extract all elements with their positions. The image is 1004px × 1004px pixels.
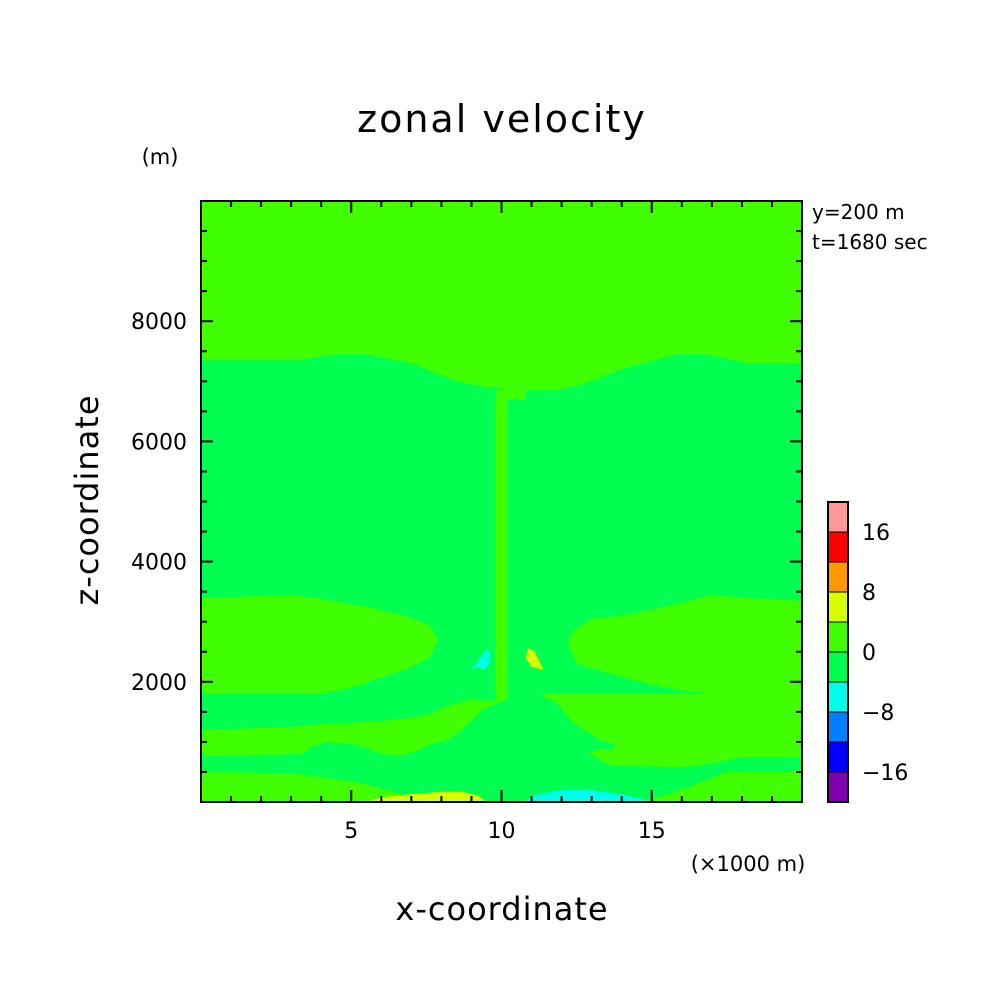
colorbar-swatch (827, 651, 849, 683)
colorbar-frame (827, 501, 849, 803)
contour-region-7 (636, 770, 802, 802)
contour-region-6 (201, 772, 493, 802)
colorbar-tick-label: −16 (862, 761, 908, 786)
x-tick-label: 15 (638, 819, 666, 844)
y-tick-label: 8000 (131, 310, 187, 335)
colorbar-tick-label: −8 (862, 701, 894, 726)
x-tick-label: 5 (344, 819, 358, 844)
annotation-y-position: y=200 m (812, 200, 905, 224)
colorbar-tick-label: 0 (862, 641, 876, 666)
colorbar-swatch (827, 741, 849, 773)
plot-area (200, 200, 803, 803)
colorbar-swatch (827, 621, 849, 653)
contour-region-4 (567, 594, 802, 694)
colorbar-swatch (827, 771, 849, 803)
axis-ticks (201, 201, 802, 802)
contour-region-10 (522, 790, 652, 802)
y-unit-label: (m) (142, 145, 179, 169)
colorbar-swatch (827, 561, 849, 593)
chart-title: zonal velocity (357, 97, 647, 141)
y-tick-labels: 2000 4000 6000 8000 (131, 310, 187, 696)
y-tick-label: 4000 (131, 551, 187, 576)
contour-region-2 (201, 594, 439, 694)
colorbar-swatch (827, 711, 849, 743)
contour-region-5 (540, 693, 802, 768)
contour-regions (201, 201, 802, 802)
colorbar-swatch (827, 681, 849, 713)
y-tick-label: 2000 (131, 671, 187, 696)
contour-region-11 (471, 648, 490, 670)
contour-region-9 (525, 648, 544, 670)
colorbar-swatch (827, 531, 849, 563)
contour-region-1 (201, 201, 508, 391)
colorbar-swatch (827, 591, 849, 623)
annotation-time: t=1680 sec (812, 230, 928, 254)
y-axis-title: z-coordinate (68, 394, 106, 605)
colorbar-tick-label: 16 (862, 521, 890, 546)
colorbar (827, 501, 849, 803)
x-tick-label: 10 (488, 819, 516, 844)
y-tick-label: 6000 (131, 430, 187, 455)
colorbar-tick-labels: −16 −8 0 8 16 (862, 521, 908, 786)
x-axis-title: x-coordinate (395, 890, 608, 928)
colorbar-tick-label: 8 (862, 581, 876, 606)
contour-region-3 (201, 201, 802, 757)
colorbar-swatch (827, 501, 849, 533)
x-unit-label: (×1000 m) (691, 852, 806, 876)
contour-region-8 (366, 791, 487, 802)
x-tick-labels: 5 10 15 (344, 819, 666, 844)
